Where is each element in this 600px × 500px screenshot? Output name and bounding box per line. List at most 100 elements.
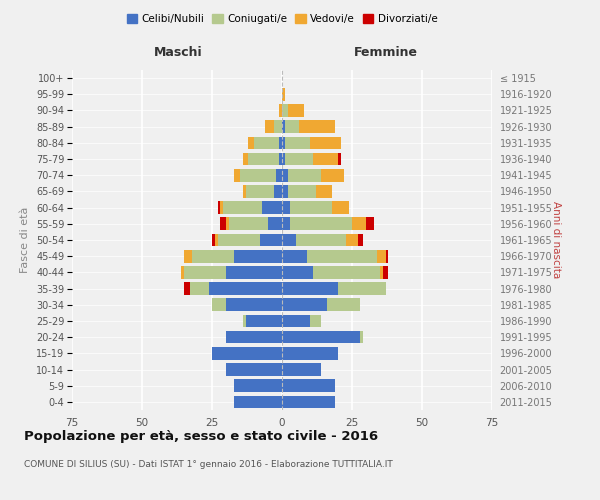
Bar [290, 202, 332, 214]
Bar [282, 331, 361, 344]
Bar [282, 396, 335, 408]
Bar [386, 250, 388, 262]
Bar [310, 136, 341, 149]
Bar [212, 234, 215, 246]
Bar [279, 152, 282, 166]
Bar [226, 331, 282, 344]
Bar [235, 250, 282, 262]
Bar [366, 218, 374, 230]
Bar [282, 104, 287, 117]
Bar [338, 152, 341, 166]
Bar [282, 136, 285, 149]
Bar [287, 104, 304, 117]
Bar [285, 120, 299, 133]
Bar [282, 88, 285, 101]
Bar [243, 152, 248, 166]
Bar [223, 202, 262, 214]
Bar [338, 282, 386, 295]
Bar [313, 266, 380, 278]
Bar [193, 250, 235, 262]
Bar [262, 202, 282, 214]
Bar [260, 234, 282, 246]
Bar [307, 250, 377, 262]
Bar [282, 120, 285, 133]
Bar [321, 169, 344, 181]
Bar [277, 169, 282, 181]
Bar [229, 218, 268, 230]
Bar [274, 120, 282, 133]
Bar [226, 266, 282, 278]
Bar [282, 266, 313, 278]
Bar [290, 218, 352, 230]
Bar [212, 347, 282, 360]
Bar [245, 314, 282, 328]
Bar [248, 136, 254, 149]
Bar [282, 250, 307, 262]
Bar [282, 218, 290, 230]
Bar [220, 202, 223, 214]
Bar [282, 314, 310, 328]
Y-axis label: Fasce di età: Fasce di età [20, 207, 31, 273]
Bar [215, 234, 218, 246]
Bar [299, 120, 335, 133]
Bar [282, 152, 285, 166]
Bar [285, 136, 310, 149]
Bar [316, 185, 332, 198]
Bar [346, 234, 358, 246]
Text: Femmine: Femmine [353, 46, 418, 59]
Bar [181, 266, 184, 278]
Bar [282, 347, 338, 360]
Bar [282, 185, 287, 198]
Bar [226, 363, 282, 376]
Bar [352, 218, 366, 230]
Bar [279, 136, 282, 149]
Bar [296, 234, 346, 246]
Bar [274, 185, 282, 198]
Bar [226, 298, 282, 311]
Bar [282, 202, 290, 214]
Bar [287, 185, 316, 198]
Bar [243, 185, 245, 198]
Bar [332, 202, 349, 214]
Bar [218, 234, 260, 246]
Text: Popolazione per età, sesso e stato civile - 2016: Popolazione per età, sesso e stato civil… [24, 430, 378, 443]
Bar [380, 266, 383, 278]
Bar [220, 218, 226, 230]
Bar [310, 314, 321, 328]
Bar [265, 120, 274, 133]
Bar [383, 266, 388, 278]
Bar [279, 104, 282, 117]
Text: COMUNE DI SILIUS (SU) - Dati ISTAT 1° gennaio 2016 - Elaborazione TUTTITALIA.IT: COMUNE DI SILIUS (SU) - Dati ISTAT 1° ge… [24, 460, 393, 469]
Bar [184, 266, 226, 278]
Bar [282, 282, 338, 295]
Bar [287, 169, 321, 181]
Bar [190, 282, 209, 295]
Legend: Celibi/Nubili, Coniugati/e, Vedovi/e, Divorziati/e: Celibi/Nubili, Coniugati/e, Vedovi/e, Di… [122, 10, 442, 29]
Bar [248, 152, 279, 166]
Bar [285, 152, 313, 166]
Bar [282, 234, 296, 246]
Bar [282, 169, 287, 181]
Bar [235, 396, 282, 408]
Bar [245, 185, 274, 198]
Bar [254, 136, 279, 149]
Bar [377, 250, 386, 262]
Bar [235, 169, 240, 181]
Bar [243, 314, 245, 328]
Bar [282, 380, 335, 392]
Bar [282, 363, 321, 376]
Bar [212, 298, 226, 311]
Bar [184, 282, 190, 295]
Bar [358, 234, 363, 246]
Bar [226, 218, 229, 230]
Bar [240, 169, 277, 181]
Bar [361, 331, 363, 344]
Bar [313, 152, 338, 166]
Bar [218, 202, 220, 214]
Bar [268, 218, 282, 230]
Bar [282, 298, 327, 311]
Bar [327, 298, 361, 311]
Y-axis label: Anni di nascita: Anni di nascita [551, 202, 561, 278]
Bar [235, 380, 282, 392]
Text: Maschi: Maschi [154, 46, 203, 59]
